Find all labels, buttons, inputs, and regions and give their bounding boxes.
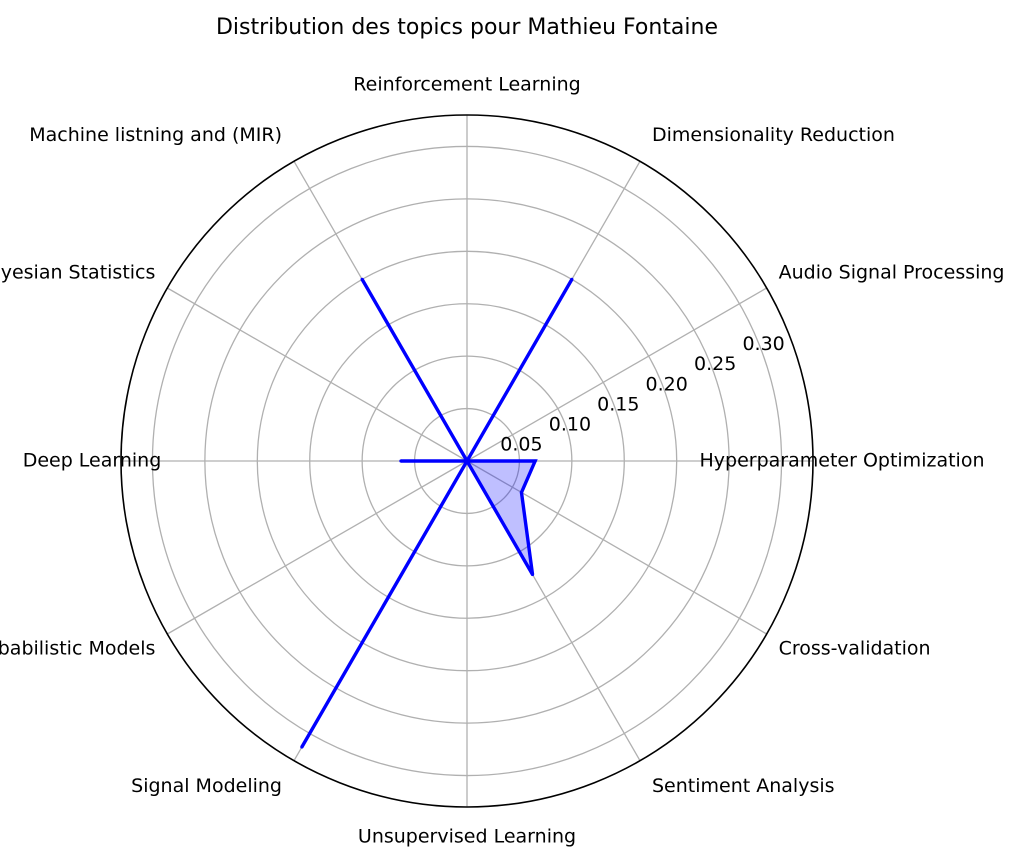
label-layer: 0.05 0.10 0.15 0.20 0.25 0.30 Hyperparameter O…: [0, 74, 1005, 848]
series-point-5: [360, 277, 364, 281]
frame-layer: [120, 114, 814, 808]
radial-tick-label: 0.20: [646, 373, 688, 395]
series-point-10: [465, 459, 469, 463]
polar-frame: [120, 114, 814, 808]
category-label: Reinforcement Learning: [353, 74, 580, 96]
series-point-9: [300, 745, 304, 749]
grid-spoke-12: [466, 460, 767, 635]
radial-tick-label: 0.05: [500, 433, 542, 455]
category-label: Bayesian Statistics: [0, 262, 155, 284]
grid-spoke-6: [167, 287, 468, 462]
series-point-3: [570, 277, 574, 281]
radial-tick-label: 0.30: [742, 333, 784, 355]
series-point-12: [519, 490, 524, 495]
grid-spoke-2: [466, 287, 767, 462]
category-label: Machine listning and (MIR): [29, 124, 282, 146]
series-point-1: [533, 459, 537, 463]
category-label: Audio Signal Processing: [779, 262, 1005, 284]
category-label: Deep Learning: [23, 450, 162, 472]
series-point-7: [399, 459, 403, 463]
radial-tick-label: 0.10: [549, 413, 591, 435]
grid-spoke-8: [167, 460, 468, 635]
category-label: Probabilistic Models: [0, 638, 155, 660]
series-line: [300, 278, 574, 748]
series-area: [301, 279, 572, 748]
series-point-11: [530, 572, 535, 577]
radial-tick-label: 0.15: [597, 393, 639, 415]
category-label: Dimensionality Reduction: [652, 124, 895, 146]
chart-title: Distribution des topics pour Mathieu Fon…: [216, 15, 718, 40]
category-label: Signal Modeling: [131, 775, 282, 797]
category-label: Hyperparameter Optimization: [700, 450, 985, 472]
category-label: Sentiment Analysis: [652, 775, 835, 797]
series-layer: [300, 277, 574, 749]
category-label: Unsupervised Learning: [358, 826, 576, 848]
category-label: Cross-validation: [779, 638, 931, 660]
radial-tick-label: 0.25: [694, 353, 736, 375]
